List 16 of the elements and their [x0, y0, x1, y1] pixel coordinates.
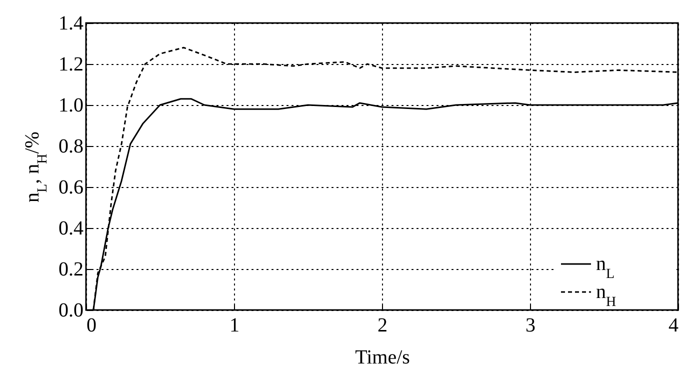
- y-tick-label: 1.0: [58, 94, 84, 116]
- y-tick-label: 0.2: [58, 258, 84, 280]
- x-tick-label: 0: [86, 314, 96, 336]
- y-tick-label: 0.6: [58, 176, 84, 198]
- y-tick-label: 1.2: [58, 54, 84, 76]
- y-tick-label: 0.0: [58, 300, 84, 322]
- x-tick-label: 4: [668, 314, 678, 336]
- y-tick-label: 0.4: [58, 218, 84, 240]
- x-tick-label: 3: [526, 314, 536, 336]
- x-tick-label: 2: [378, 314, 388, 336]
- legend-label: n$_{L}$: [596, 253, 615, 282]
- x-tick-label: 1: [230, 314, 240, 336]
- y-tick-label: 1.4: [58, 12, 84, 34]
- y-tick-label: 0.8: [58, 136, 84, 158]
- legend-label: n$_{H}$: [596, 281, 616, 310]
- x-axis-title: Time/s: [355, 346, 410, 368]
